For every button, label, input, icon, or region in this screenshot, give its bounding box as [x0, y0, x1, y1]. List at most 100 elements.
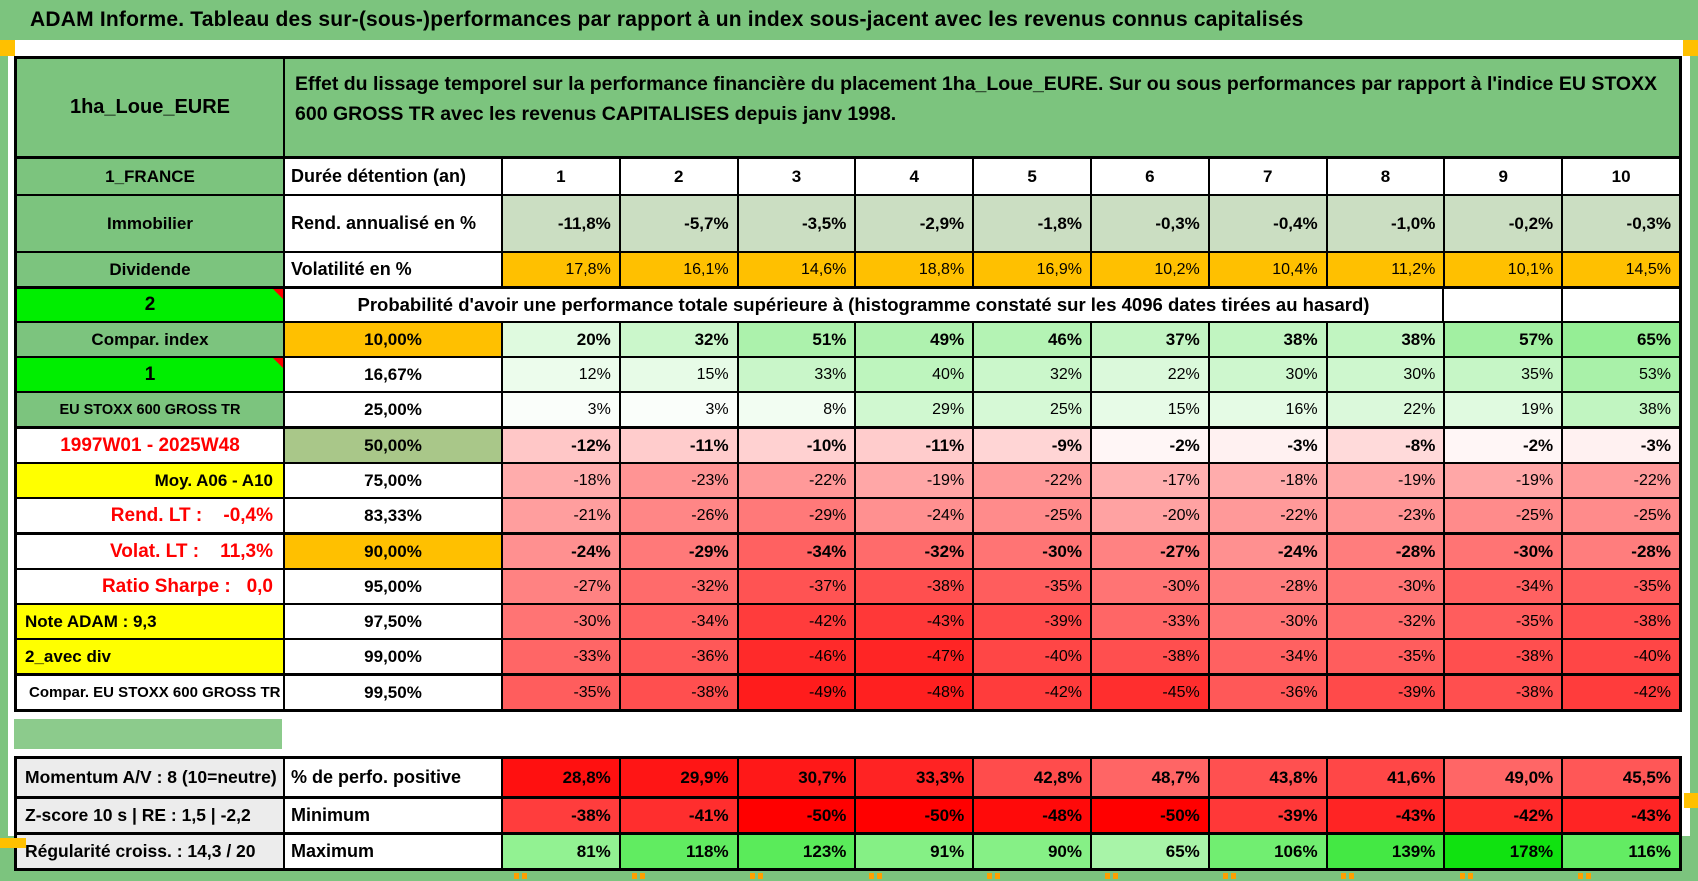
summary-row-label[interactable]: Régularité croiss. : 14,3 / 20	[17, 835, 285, 868]
prob-threshold-cell[interactable]: 10,00%	[285, 323, 503, 356]
vol-cell[interactable]: 16,9%	[974, 253, 1092, 286]
prob-row-label[interactable]: Note ADAM : 9,3	[17, 605, 285, 638]
prob-cell[interactable]: 49%	[856, 323, 975, 356]
summary-cell[interactable]: 118%	[620, 835, 739, 868]
rend-cell[interactable]: -0,2%	[1445, 196, 1564, 251]
rend-cell[interactable]: -0,3%	[1563, 196, 1679, 251]
prob-cell[interactable]: -34%	[1445, 570, 1564, 603]
rend-cell[interactable]: -1,8%	[974, 196, 1092, 251]
prob-cell[interactable]: -28%	[1209, 570, 1328, 603]
prob-cell[interactable]: -28%	[1563, 535, 1679, 568]
prob-cell[interactable]: -19%	[1327, 464, 1446, 497]
prob-cell[interactable]: -25%	[1445, 499, 1564, 532]
prob-cell[interactable]: -30%	[1445, 535, 1564, 568]
vol-cell[interactable]: 16,1%	[620, 253, 739, 286]
prob-cell[interactable]: -18%	[1209, 464, 1328, 497]
prob-cell[interactable]: -33%	[503, 640, 621, 673]
prob-cell[interactable]: -22%	[974, 464, 1092, 497]
prob-cell[interactable]: -26%	[620, 499, 739, 532]
rend-header-cell[interactable]: Rend. annualisé en %	[285, 196, 503, 251]
rend-cell[interactable]: -2,9%	[856, 196, 975, 251]
empty-cell[interactable]	[1563, 289, 1680, 321]
prob-cell[interactable]: -8%	[1327, 429, 1446, 462]
prob-row-label[interactable]: Moy. A06 - A10	[17, 464, 285, 497]
prob-cell[interactable]: 37%	[1091, 323, 1210, 356]
summary-cell[interactable]: 28,8%	[503, 759, 621, 796]
vol-cell[interactable]: 14,6%	[738, 253, 857, 286]
prob-cell[interactable]: -24%	[503, 535, 621, 568]
prob-row-label[interactable]: Volat. LT : 11,3%	[17, 535, 285, 568]
duration-cell[interactable]: 2	[621, 159, 739, 194]
prob-cell[interactable]: -27%	[1091, 535, 1210, 568]
prob-row-label[interactable]: 2_avec div	[17, 640, 285, 673]
summary-stat-label[interactable]: % de perfo. positive	[285, 759, 503, 796]
prob-cell[interactable]: -35%	[503, 676, 621, 709]
prob-cell[interactable]: -49%	[738, 676, 857, 709]
prob-cell[interactable]: -27%	[503, 570, 621, 603]
prob-cell[interactable]: -36%	[1209, 676, 1328, 709]
summary-cell[interactable]: -43%	[1327, 799, 1446, 832]
prob-cell[interactable]: -22%	[738, 464, 857, 497]
prob-cell[interactable]: -30%	[1091, 570, 1210, 603]
prob-cell[interactable]: -48%	[856, 676, 975, 709]
prob-cell[interactable]: -46%	[738, 640, 857, 673]
prob-cell[interactable]: -36%	[620, 640, 739, 673]
prob-cell[interactable]: -47%	[856, 640, 975, 673]
prob-cell[interactable]: -11%	[856, 429, 975, 462]
duration-cell[interactable]: 5	[974, 159, 1092, 194]
prob-cell[interactable]: -43%	[856, 605, 975, 638]
prob-cell[interactable]: -30%	[974, 535, 1092, 568]
vol-cell[interactable]: 10,1%	[1445, 253, 1564, 286]
prob-cell[interactable]: -38%	[856, 570, 975, 603]
prob-cell[interactable]: 32%	[974, 358, 1092, 391]
asset-name-cell[interactable]: 1ha_Loue_EURE	[17, 59, 285, 156]
marker-cell-2[interactable]: 2	[17, 289, 285, 321]
prob-row-label[interactable]: 1997W01 - 2025W48	[17, 429, 285, 462]
prob-cell[interactable]: 16%	[1209, 393, 1328, 426]
prob-threshold-cell[interactable]: 95,00%	[285, 570, 503, 603]
prob-cell[interactable]: -34%	[738, 535, 857, 568]
prob-cell[interactable]: 30%	[1327, 358, 1446, 391]
summary-cell[interactable]: 43,8%	[1209, 759, 1328, 796]
summary-cell[interactable]: 90%	[974, 835, 1092, 868]
prob-cell[interactable]: -34%	[620, 605, 739, 638]
vol-cell[interactable]: 18,8%	[856, 253, 975, 286]
vol-cell[interactable]: 11,2%	[1327, 253, 1446, 286]
prob-cell[interactable]: -30%	[1209, 605, 1328, 638]
prob-cell[interactable]: -18%	[503, 464, 621, 497]
summary-cell[interactable]: 48,7%	[1091, 759, 1210, 796]
prob-cell[interactable]: -38%	[1445, 640, 1564, 673]
duration-header-cell[interactable]: Durée détention (an)	[285, 159, 503, 194]
prob-cell[interactable]: -39%	[974, 605, 1092, 638]
prob-cell[interactable]: 38%	[1209, 323, 1328, 356]
summary-cell[interactable]: 41,6%	[1327, 759, 1446, 796]
vol-cell[interactable]: 17,8%	[503, 253, 621, 286]
prob-cell[interactable]: -2%	[1091, 429, 1210, 462]
prob-cell[interactable]: -42%	[1563, 676, 1679, 709]
prob-cell[interactable]: -23%	[620, 464, 739, 497]
prob-cell[interactable]: 3%	[620, 393, 739, 426]
prob-row-label[interactable]: 1	[17, 358, 285, 391]
rend-cell[interactable]: -1,0%	[1327, 196, 1446, 251]
prob-cell[interactable]: -29%	[620, 535, 739, 568]
prob-cell[interactable]: -35%	[1445, 605, 1564, 638]
summary-cell[interactable]: 42,8%	[974, 759, 1092, 796]
prob-cell[interactable]: -29%	[738, 499, 857, 532]
summary-stat-label[interactable]: Maximum	[285, 835, 503, 868]
prob-threshold-cell[interactable]: 83,33%	[285, 499, 503, 532]
summary-cell[interactable]: 49,0%	[1445, 759, 1564, 796]
row-label-france[interactable]: 1_FRANCE	[17, 159, 285, 194]
prob-cell[interactable]: -21%	[503, 499, 621, 532]
rend-cell[interactable]: -11,8%	[503, 196, 621, 251]
prob-row-label[interactable]: Compar. index	[17, 323, 285, 356]
summary-cell[interactable]: -48%	[974, 799, 1092, 832]
prob-cell[interactable]: -25%	[974, 499, 1092, 532]
summary-cell[interactable]: -43%	[1563, 799, 1679, 832]
prob-cell[interactable]: -38%	[1091, 640, 1210, 673]
vol-cell[interactable]: 10,4%	[1209, 253, 1328, 286]
vol-cell[interactable]: 14,5%	[1563, 253, 1679, 286]
prob-row-label[interactable]: Ratio Sharpe : 0,0	[17, 570, 285, 603]
prob-cell[interactable]: -23%	[1327, 499, 1446, 532]
prob-threshold-cell[interactable]: 25,00%	[285, 393, 503, 426]
prob-cell[interactable]: -28%	[1327, 535, 1446, 568]
